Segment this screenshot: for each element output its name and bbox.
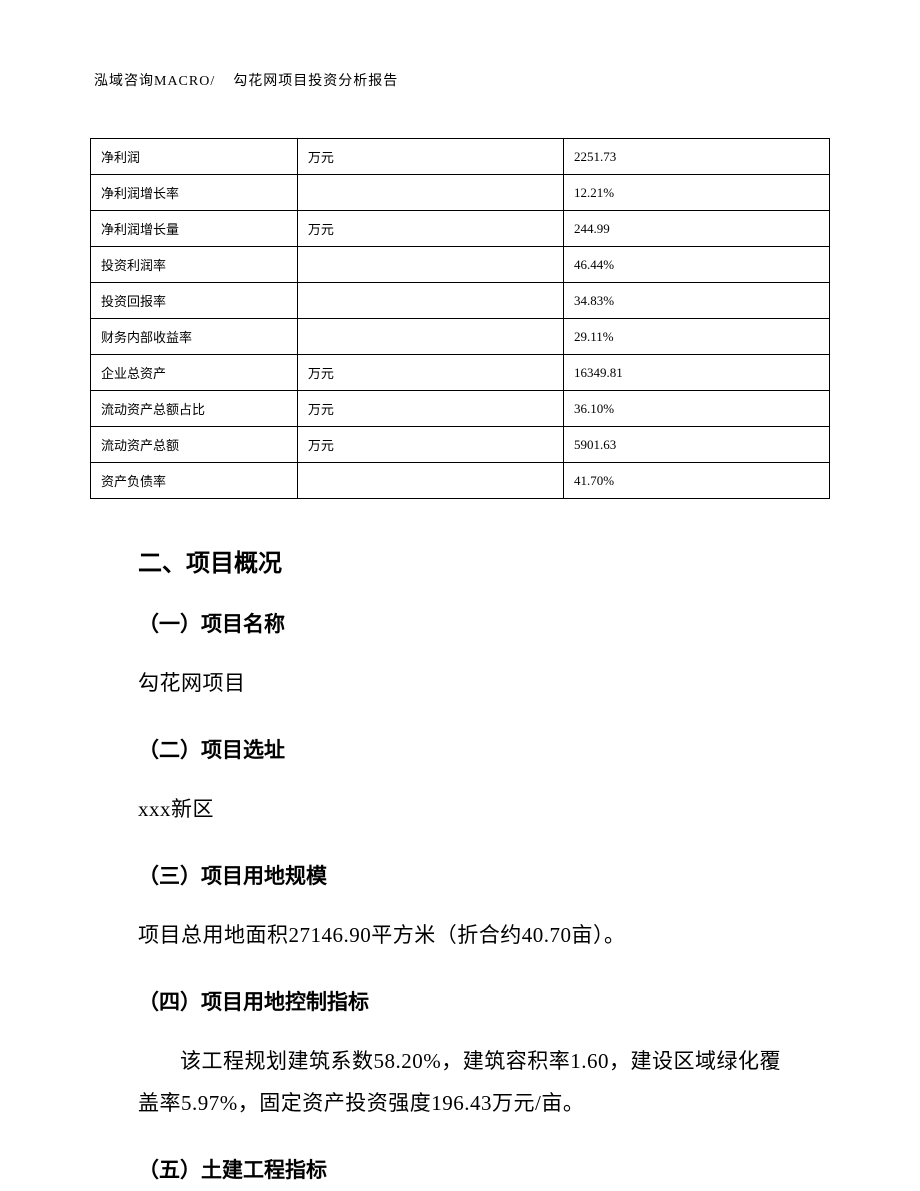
cell-value: 41.70% [563, 463, 829, 499]
cell-value: 46.44% [563, 247, 829, 283]
table-row: 投资回报率 34.83% [91, 283, 830, 319]
cell-unit: 万元 [297, 139, 563, 175]
paragraph: 勾花网项目 [138, 662, 782, 704]
cell-value: 5901.63 [563, 427, 829, 463]
cell-unit: 万元 [297, 211, 563, 247]
financial-table: 净利润 万元 2251.73 净利润增长率 12.21% 净利润增长量 万元 2… [90, 138, 830, 499]
page: 泓域咨询MACRO/ 勾花网项目投资分析报告 净利润 万元 2251.73 净利… [0, 0, 920, 1191]
paragraph: xxx新区 [138, 788, 782, 830]
cell-unit [297, 319, 563, 355]
cell-value: 29.11% [563, 319, 829, 355]
subheading: （五）土建工程指标 [138, 1154, 782, 1184]
cell-label: 投资回报率 [91, 283, 298, 319]
cell-value: 34.83% [563, 283, 829, 319]
header-left: 泓域咨询MACRO/ [94, 74, 215, 89]
table-row: 流动资产总额占比 万元 36.10% [91, 391, 830, 427]
header-right: 勾花网项目投资分析报告 [233, 74, 398, 89]
subheading: （三）项目用地规模 [138, 860, 782, 890]
cell-value: 12.21% [563, 175, 829, 211]
cell-value: 244.99 [563, 211, 829, 247]
table-body: 净利润 万元 2251.73 净利润增长率 12.21% 净利润增长量 万元 2… [91, 139, 830, 499]
cell-label: 投资利润率 [91, 247, 298, 283]
cell-unit: 万元 [297, 355, 563, 391]
table-row: 企业总资产 万元 16349.81 [91, 355, 830, 391]
table-row: 净利润 万元 2251.73 [91, 139, 830, 175]
cell-label: 净利润增长率 [91, 175, 298, 211]
page-header: 泓域咨询MACRO/ 勾花网项目投资分析报告 [90, 70, 830, 90]
paragraph: 项目总用地面积27146.90平方米（折合约40.70亩）。 [138, 914, 782, 956]
cell-unit [297, 175, 563, 211]
table-row: 净利润增长量 万元 244.99 [91, 211, 830, 247]
cell-label: 财务内部收益率 [91, 319, 298, 355]
table-row: 财务内部收益率 29.11% [91, 319, 830, 355]
cell-label: 流动资产总额 [91, 427, 298, 463]
subheading: （二）项目选址 [138, 734, 782, 764]
table-row: 净利润增长率 12.21% [91, 175, 830, 211]
subheading: （四）项目用地控制指标 [138, 986, 782, 1016]
cell-label: 净利润增长量 [91, 211, 298, 247]
cell-label: 流动资产总额占比 [91, 391, 298, 427]
cell-unit [297, 283, 563, 319]
table-row: 流动资产总额 万元 5901.63 [91, 427, 830, 463]
paragraph: 该工程规划建筑系数58.20%，建筑容积率1.60，建设区域绿化覆盖率5.97%… [138, 1040, 782, 1124]
document-body: 二、项目概况 （一）项目名称 勾花网项目 （二）项目选址 xxx新区 （三）项目… [90, 543, 830, 1184]
section-title: 二、项目概况 [138, 543, 782, 578]
table-row: 投资利润率 46.44% [91, 247, 830, 283]
table-row: 资产负债率 41.70% [91, 463, 830, 499]
cell-unit [297, 463, 563, 499]
cell-value: 16349.81 [563, 355, 829, 391]
cell-value: 2251.73 [563, 139, 829, 175]
subheading: （一）项目名称 [138, 608, 782, 638]
cell-value: 36.10% [563, 391, 829, 427]
cell-label: 资产负债率 [91, 463, 298, 499]
cell-unit: 万元 [297, 427, 563, 463]
cell-label: 净利润 [91, 139, 298, 175]
cell-unit: 万元 [297, 391, 563, 427]
cell-label: 企业总资产 [91, 355, 298, 391]
cell-unit [297, 247, 563, 283]
